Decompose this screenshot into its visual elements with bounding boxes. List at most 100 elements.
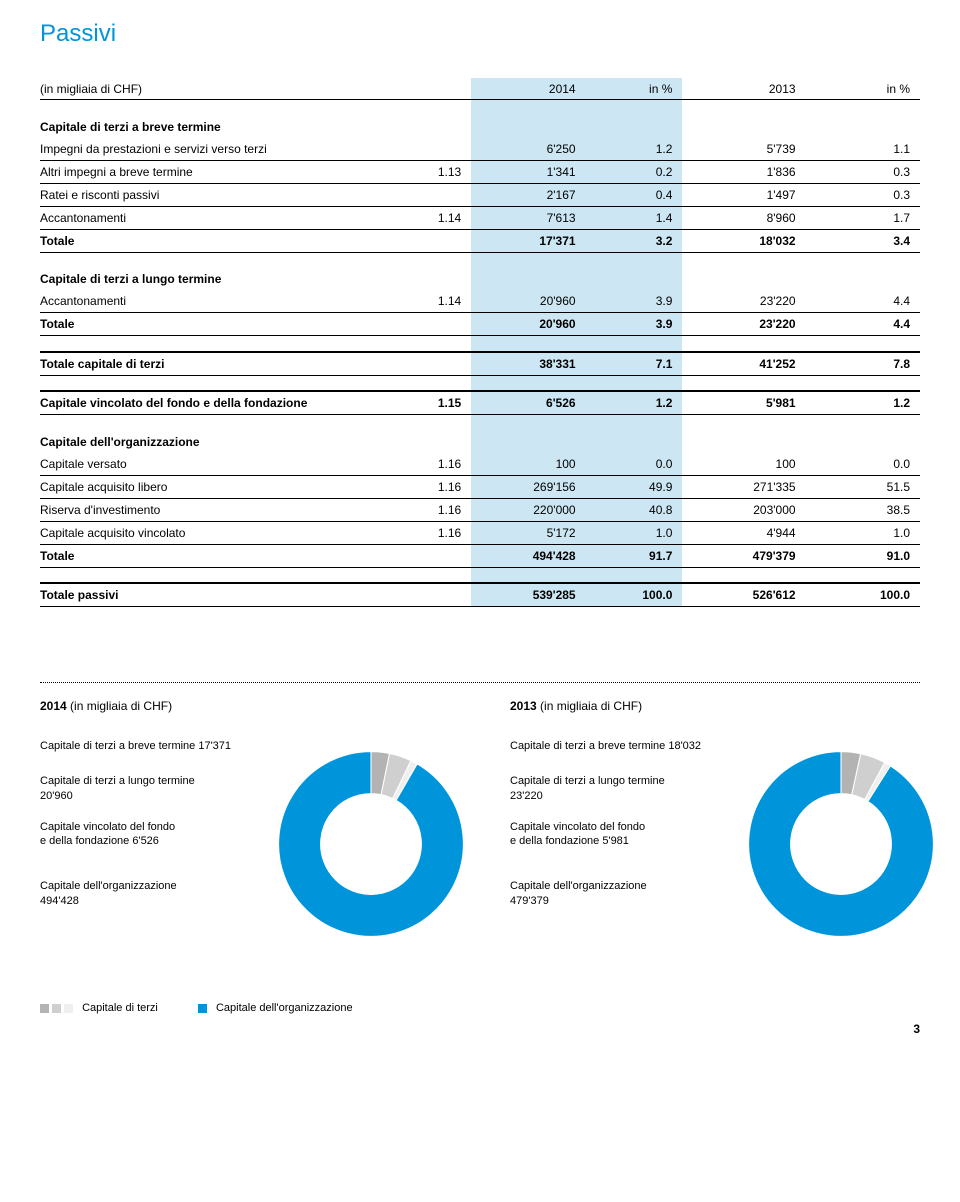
lbl-lungo-l1: Capitale di terzi a lungo termine [510,775,665,787]
lbl-org-l1: Capitale dell'organizzazione [510,880,647,892]
table-row: Accantonamenti 1.14 7'613 1.4 8'960 1.7 [40,206,920,229]
cell-note [410,183,472,206]
lbl-lungo: Capitale di terzi a lungo termine 23'220 [510,774,736,804]
cell-p13: 0.0 [806,453,920,476]
legend-org-swatch [198,1004,207,1013]
spacer-row [40,336,920,352]
lbl-breve: Capitale di terzi a breve termine 17'371 [40,739,266,754]
cell-label: Capitale acquisito vincolato [40,521,410,544]
cell-note: 1.13 [410,160,472,183]
cell-v14: 6'250 [471,138,585,161]
cell-p14: 0.0 [586,453,683,476]
cell-label: Totale passivi [40,583,410,607]
donut-slice-org [748,752,933,937]
cell-v14: 494'428 [471,544,585,567]
cell-note [410,544,472,567]
chart-title-2013: 2013 (in migliaia di CHF) [510,699,920,713]
cell-p13: 3.4 [806,229,920,252]
cell-p14: 40.8 [586,498,683,521]
donut-chart-2013 [736,739,946,949]
cell-note [410,583,472,607]
cell-label: Capitale acquisito libero [40,475,410,498]
legend-swatch [40,1004,49,1013]
cell-v14: 20'960 [471,313,585,336]
cell-v13: 23'220 [682,290,805,313]
lbl-vinc-l1: Capitale vincolato del fondo [510,821,645,833]
cell-label: Altri impegni a breve termine [40,160,410,183]
cell-p13: 0.3 [806,183,920,206]
cell-note [410,313,472,336]
table-row: Totale capitale di terzi 38'331 7.1 41'2… [40,352,920,376]
cell-label: Totale capitale di terzi [40,352,410,376]
cell-label: Totale [40,313,410,336]
cell-v13: 100 [682,453,805,476]
cell-v13: 41'252 [682,352,805,376]
cell-v13: 5'739 [682,138,805,161]
chart-year: 2013 [510,699,537,713]
cell-label: Impegni da prestazioni e servizi verso t… [40,138,410,161]
unit-label: (in migliaia di CHF) [40,78,410,100]
table-row: Capitale acquisito vincolato 1.16 5'172 … [40,521,920,544]
lbl-vinc: Capitale vincolato del fondo e della fon… [40,820,266,850]
section-heading: Capitale di terzi a breve termine [40,116,920,138]
legend-swatch [64,1004,73,1013]
lbl-org-l2: 494'428 [40,895,79,907]
section-heading: Capitale di terzi a lungo termine [40,268,920,290]
cell-p14: 91.7 [586,544,683,567]
lbl-lungo: Capitale di terzi a lungo termine 20'960 [40,774,266,804]
cell-v14: 6'526 [471,391,585,415]
cell-p14: 100.0 [586,583,683,607]
cell-p14: 7.1 [586,352,683,376]
cell-v13: 1'836 [682,160,805,183]
cell-v13: 479'379 [682,544,805,567]
cell-v13: 18'032 [682,229,805,252]
cell-p14: 1.2 [586,391,683,415]
lbl-vinc-l2: e della fondazione 5'981 [510,835,629,847]
cell-label: Accantonamenti [40,206,410,229]
lbl-vinc-l1: Capitale vincolato del fondo [40,821,175,833]
lbl-org-l1: Capitale dell'organizzazione [40,880,177,892]
cell-p14: 0.4 [586,183,683,206]
table-row: Totale passivi 539'285 100.0 526'612 100… [40,583,920,607]
lbl-breve: Capitale di terzi a breve termine 18'032 [510,739,736,754]
section-heading: Capitale dell'organizzazione [40,431,920,453]
legend: Capitale di terzi Capitale dell'organizz… [40,1002,920,1014]
legend-org-label: Capitale dell'organizzazione [216,1002,353,1014]
lbl-lungo-l2: 20'960 [40,790,73,802]
cell-p14: 1.2 [586,138,683,161]
lbl-lungo-l2: 23'220 [510,790,543,802]
spacer-row [40,375,920,391]
cell-note: 1.15 [410,391,472,415]
cell-v14: 7'613 [471,206,585,229]
cell-v13: 271'335 [682,475,805,498]
lbl-org: Capitale dell'organizzazione 479'379 [510,879,736,909]
cell-v13: 203'000 [682,498,805,521]
col-2013: 2013 [682,78,805,100]
cell-note [410,352,472,376]
col-2014: 2014 [471,78,585,100]
cell-p13: 4.4 [806,290,920,313]
table-row: Riserva d'investimento 1.16 220'000 40.8… [40,498,920,521]
cell-label: Totale [40,229,410,252]
col-pct-2014: in % [586,78,683,100]
cell-v14: 5'172 [471,521,585,544]
cell-p14: 1.4 [586,206,683,229]
cell-v13: 526'612 [682,583,805,607]
spacer-row [40,415,920,431]
lbl-lungo-l1: Capitale di terzi a lungo termine [40,775,195,787]
donut-slice-org [278,752,463,937]
cell-p13: 1.2 [806,391,920,415]
cell-v14: 539'285 [471,583,585,607]
lbl-vinc: Capitale vincolato del fondo e della fon… [510,820,736,850]
table-row: Impegni da prestazioni e servizi verso t… [40,138,920,161]
cell-p14: 3.9 [586,290,683,313]
table-row: Capitale acquisito libero 1.16 269'156 4… [40,475,920,498]
cell-note: 1.16 [410,475,472,498]
col-pct-2013: in % [806,78,920,100]
legend-swatch [52,1004,61,1013]
chart-year: 2014 [40,699,67,713]
dotted-separator [40,682,920,683]
cell-v13: 5'981 [682,391,805,415]
legend-terzi: Capitale di terzi [40,1002,158,1014]
cell-v13: 23'220 [682,313,805,336]
